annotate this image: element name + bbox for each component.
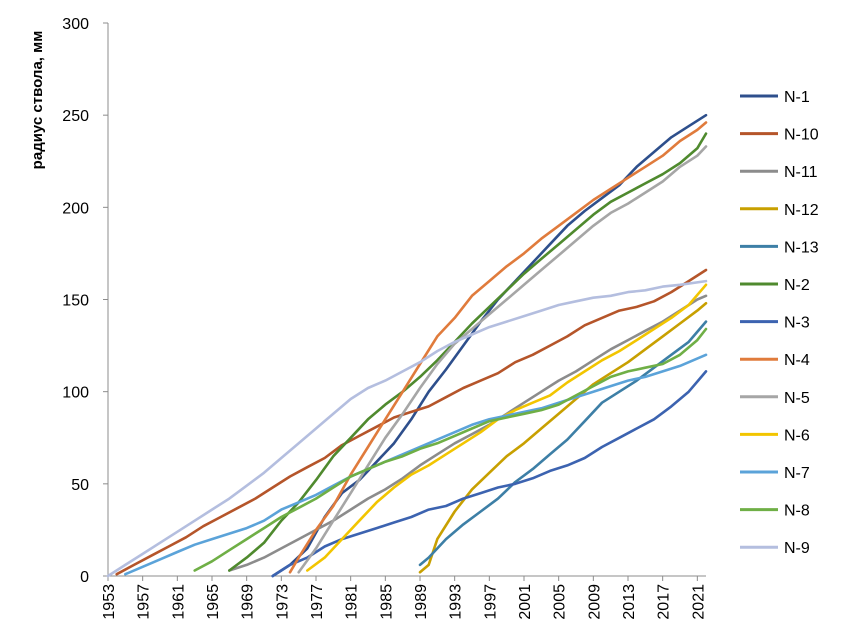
series-line-n-2 <box>228 132 708 572</box>
x-tick-label: 2001 <box>517 584 534 620</box>
x-tick-label: 1969 <box>240 584 257 620</box>
x-tick-label: 2009 <box>586 584 603 620</box>
series-line-n-10 <box>115 268 708 576</box>
x-tick-label: 1985 <box>378 584 395 620</box>
series-line-n-12 <box>418 301 708 574</box>
y-axis-ticks: 0 50 100 150 200 250 300 <box>62 16 108 586</box>
x-axis-ticks: 1953 1957 1961 1965 1969 1973 1977 1981 1985 1989… <box>101 576 707 620</box>
x-tick-label: 1977 <box>309 584 326 620</box>
series-line-n-7 <box>124 353 708 576</box>
x-tick-label: 2021 <box>690 584 707 620</box>
x-tick-label: 1989 <box>413 584 430 620</box>
axes <box>107 23 706 577</box>
x-tick-label: 1957 <box>136 584 153 620</box>
y-tick-label: 300 <box>62 16 89 33</box>
series-line-n-6 <box>306 283 708 572</box>
legend-label: N-9 <box>784 540 810 557</box>
series-line-n-3 <box>271 370 708 578</box>
legend-label: N-8 <box>784 503 810 520</box>
x-tick-label: 1973 <box>274 584 291 620</box>
legend-label: N-11 <box>784 164 818 181</box>
y-tick-label: 200 <box>62 200 89 217</box>
y-tick-label: 250 <box>62 108 89 125</box>
y-axis-label: радиус ствола, мм <box>29 31 46 170</box>
x-tick-label: 1997 <box>482 584 499 620</box>
series-line-n-5 <box>297 145 708 574</box>
series-line-n-1 <box>271 113 708 578</box>
legend-label: N-10 <box>784 127 819 144</box>
y-tick-label: 50 <box>71 477 89 494</box>
legend: N-1 N-10 N-11 N-12 N-13 N-2 N-3 N-4 N-5 N-6 N-7 N-8… <box>740 89 819 557</box>
x-tick-label: 2013 <box>621 584 638 620</box>
y-tick-label: 0 <box>80 569 89 586</box>
y-tick-label: 150 <box>62 293 89 310</box>
legend-label: N-4 <box>784 352 810 369</box>
series-lines <box>106 113 708 578</box>
series-line-n-9 <box>106 279 708 578</box>
series-line-n-8 <box>193 327 708 572</box>
y-tick-label: 100 <box>62 385 89 402</box>
x-tick-label: 1993 <box>448 584 465 620</box>
x-tick-label: 2017 <box>656 584 673 620</box>
x-tick-label: 1961 <box>170 584 187 620</box>
legend-label: N-7 <box>784 465 810 482</box>
legend-label: N-3 <box>784 315 810 332</box>
x-tick-label: 1981 <box>344 584 361 620</box>
x-tick-label: 1953 <box>101 584 118 620</box>
legend-label: N-2 <box>784 277 810 294</box>
legend-label: N-1 <box>784 89 810 106</box>
legend-label: N-12 <box>784 202 819 219</box>
series-line-n-4 <box>288 121 708 574</box>
legend-label: N-6 <box>784 427 810 444</box>
legend-label: N-13 <box>784 239 819 256</box>
y-axis-label-group: радиус ствола, мм <box>29 31 46 170</box>
series-line-n-11 <box>228 294 708 572</box>
x-tick-label: 2005 <box>552 584 569 620</box>
x-tick-label: 1965 <box>205 584 222 620</box>
legend-label: N-5 <box>784 390 810 407</box>
